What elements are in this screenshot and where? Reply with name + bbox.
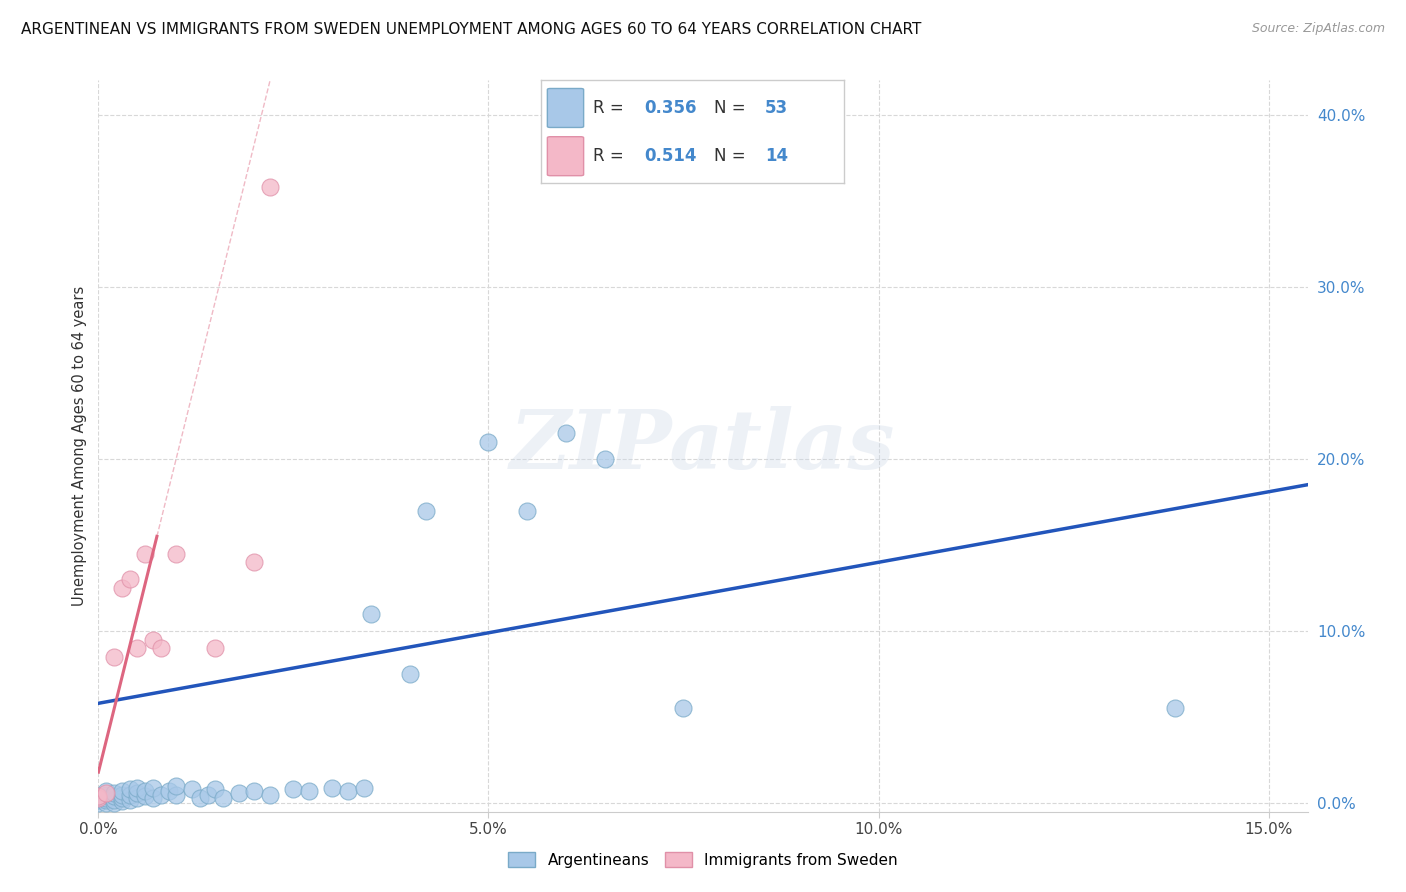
- Point: [118, 792, 141, 806]
- Point: [111, 784, 134, 798]
- Point: [87, 796, 110, 810]
- Text: Source: ZipAtlas.com: Source: ZipAtlas.com: [1251, 22, 1385, 36]
- Point: [360, 607, 382, 621]
- Text: 0.356: 0.356: [644, 99, 696, 117]
- Point: [149, 788, 172, 802]
- Text: N =: N =: [714, 99, 751, 117]
- Point: [118, 573, 141, 587]
- Point: [103, 796, 125, 810]
- Text: ZIPatlas: ZIPatlas: [510, 406, 896, 486]
- Point: [672, 701, 695, 715]
- Point: [111, 794, 134, 808]
- Point: [477, 434, 499, 449]
- Point: [337, 784, 360, 798]
- Point: [243, 555, 266, 569]
- Point: [134, 784, 156, 798]
- Point: [415, 503, 437, 517]
- Point: [96, 784, 118, 798]
- FancyBboxPatch shape: [547, 136, 583, 176]
- Point: [111, 791, 134, 805]
- Point: [555, 426, 578, 441]
- Legend: Argentineans, Immigrants from Sweden: Argentineans, Immigrants from Sweden: [501, 844, 905, 875]
- Point: [595, 451, 617, 466]
- Point: [87, 792, 110, 806]
- Text: 53: 53: [765, 99, 789, 117]
- Point: [157, 784, 180, 798]
- Point: [142, 632, 165, 647]
- Point: [96, 786, 118, 800]
- Point: [118, 782, 141, 797]
- Point: [127, 791, 149, 805]
- Point: [103, 649, 125, 664]
- Text: 0.514: 0.514: [644, 147, 696, 165]
- Point: [103, 792, 125, 806]
- Point: [298, 784, 321, 798]
- Point: [259, 788, 281, 802]
- Point: [87, 791, 110, 805]
- Point: [96, 796, 118, 810]
- Point: [127, 780, 149, 795]
- Text: R =: R =: [593, 99, 628, 117]
- Text: N =: N =: [714, 147, 751, 165]
- Point: [103, 786, 125, 800]
- Text: 14: 14: [765, 147, 789, 165]
- Point: [1164, 701, 1187, 715]
- Point: [516, 503, 538, 517]
- Point: [165, 547, 187, 561]
- Point: [353, 780, 375, 795]
- Point: [103, 789, 125, 804]
- Point: [212, 791, 235, 805]
- Point: [118, 788, 141, 802]
- Point: [228, 786, 250, 800]
- Point: [165, 788, 187, 802]
- Point: [96, 788, 118, 802]
- Point: [142, 791, 165, 805]
- Point: [204, 782, 226, 797]
- Text: ARGENTINEAN VS IMMIGRANTS FROM SWEDEN UNEMPLOYMENT AMONG AGES 60 TO 64 YEARS COR: ARGENTINEAN VS IMMIGRANTS FROM SWEDEN UN…: [21, 22, 921, 37]
- Point: [87, 791, 110, 805]
- Point: [243, 784, 266, 798]
- Point: [283, 782, 305, 797]
- Point: [96, 792, 118, 806]
- Point: [165, 779, 187, 793]
- Text: R =: R =: [593, 147, 628, 165]
- Point: [87, 789, 110, 804]
- Point: [399, 667, 422, 681]
- Point: [204, 641, 226, 656]
- Point: [321, 780, 343, 795]
- Point: [188, 791, 211, 805]
- Point: [149, 641, 172, 656]
- Point: [127, 786, 149, 800]
- Point: [134, 789, 156, 804]
- Y-axis label: Unemployment Among Ages 60 to 64 years: Unemployment Among Ages 60 to 64 years: [72, 285, 87, 607]
- Point: [111, 788, 134, 802]
- Point: [111, 581, 134, 595]
- Point: [87, 789, 110, 804]
- Point: [127, 641, 149, 656]
- Point: [142, 780, 165, 795]
- Point: [259, 180, 281, 194]
- Point: [197, 788, 219, 802]
- Point: [96, 791, 118, 805]
- FancyBboxPatch shape: [547, 88, 583, 128]
- Point: [134, 547, 156, 561]
- Point: [181, 782, 204, 797]
